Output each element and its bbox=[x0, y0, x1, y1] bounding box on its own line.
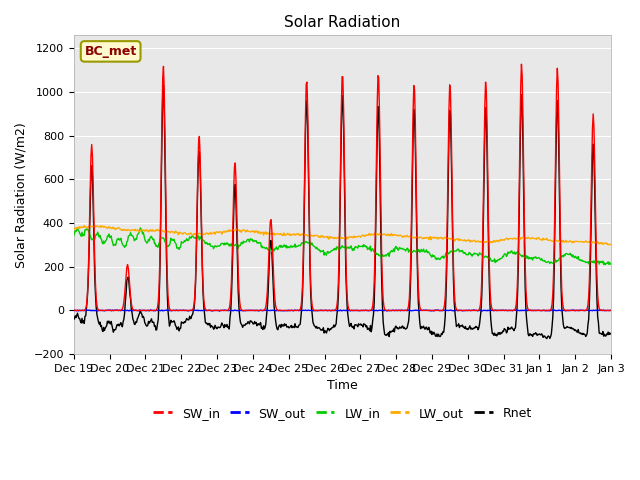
SW_out bbox=[79, 308, 87, 313]
LW_in bbox=[190, 235, 198, 240]
Y-axis label: Solar Radiation (W/m2): Solar Radiation (W/m2) bbox=[15, 122, 28, 267]
SW_out bbox=[70, 308, 77, 313]
Line: SW_in: SW_in bbox=[74, 64, 611, 311]
LW_out bbox=[79, 225, 87, 230]
SW_out bbox=[607, 308, 615, 313]
LW_in bbox=[74, 225, 81, 231]
SW_in bbox=[70, 308, 77, 313]
SW_out bbox=[219, 308, 227, 313]
Rnet bbox=[159, 83, 167, 88]
Line: LW_out: LW_out bbox=[74, 226, 611, 245]
Line: Rnet: Rnet bbox=[74, 85, 611, 338]
LW_out bbox=[91, 223, 99, 228]
X-axis label: Time: Time bbox=[327, 379, 358, 392]
LW_in bbox=[81, 232, 88, 238]
Rnet bbox=[219, 322, 227, 328]
Text: BC_met: BC_met bbox=[84, 45, 137, 58]
Legend: SW_in, SW_out, LW_in, LW_out, Rnet: SW_in, SW_out, LW_in, LW_out, Rnet bbox=[148, 402, 537, 425]
SW_out bbox=[135, 308, 143, 313]
SW_out bbox=[425, 308, 433, 313]
LW_out bbox=[607, 241, 615, 247]
SW_out bbox=[264, 307, 271, 312]
SW_in bbox=[189, 305, 197, 311]
SW_out bbox=[189, 308, 197, 313]
SW_in bbox=[218, 308, 225, 313]
Line: SW_out: SW_out bbox=[74, 310, 611, 311]
LW_in bbox=[408, 250, 416, 255]
SW_in bbox=[424, 308, 431, 313]
SW_out bbox=[409, 308, 417, 313]
Rnet bbox=[70, 316, 77, 322]
LW_in bbox=[424, 249, 432, 255]
LW_in bbox=[219, 240, 227, 246]
LW_out bbox=[70, 227, 77, 232]
LW_out bbox=[136, 228, 143, 234]
Rnet bbox=[190, 305, 198, 311]
LW_out bbox=[219, 229, 227, 235]
Rnet bbox=[607, 331, 615, 337]
LW_in bbox=[70, 232, 77, 238]
LW_in bbox=[607, 262, 615, 267]
Rnet bbox=[543, 336, 550, 341]
Title: Solar Radiation: Solar Radiation bbox=[284, 15, 401, 30]
LW_in bbox=[602, 262, 609, 267]
LW_in bbox=[136, 228, 143, 234]
SW_in bbox=[135, 308, 143, 313]
SW_in bbox=[79, 308, 87, 313]
SW_out bbox=[216, 308, 223, 314]
Rnet bbox=[424, 326, 432, 332]
Rnet bbox=[79, 318, 87, 324]
LW_out bbox=[408, 235, 416, 240]
Rnet bbox=[135, 312, 143, 318]
LW_out bbox=[190, 230, 198, 236]
SW_in bbox=[607, 308, 615, 313]
LW_out bbox=[424, 234, 432, 240]
LW_out bbox=[607, 242, 614, 248]
SW_in bbox=[408, 207, 415, 213]
SW_in bbox=[518, 61, 525, 67]
Rnet bbox=[408, 178, 416, 184]
Line: LW_in: LW_in bbox=[74, 228, 611, 264]
